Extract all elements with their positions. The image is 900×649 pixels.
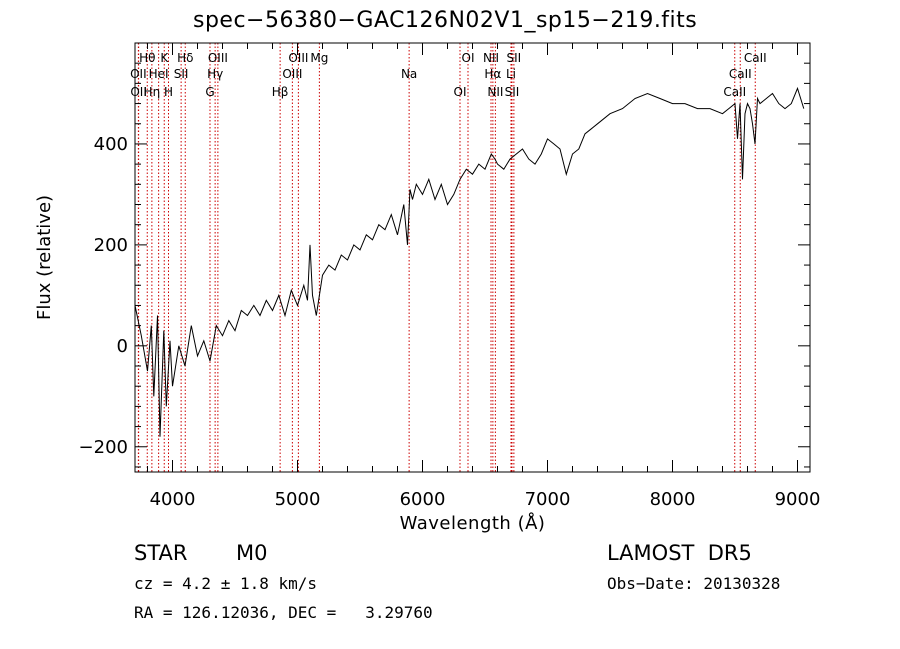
spectral-line-label: OI bbox=[462, 51, 475, 65]
object-subclass: M0 bbox=[236, 541, 268, 565]
x-tick-label: 7000 bbox=[525, 489, 571, 510]
spectral-line-label: CaII bbox=[744, 51, 767, 65]
spectral-line-label: Li bbox=[506, 67, 516, 81]
spectral-line-label: G bbox=[205, 85, 214, 99]
y-tick-label: −200 bbox=[79, 437, 128, 458]
survey-name: LAMOST DR5 bbox=[607, 541, 752, 565]
spectral-line-label: CaII bbox=[723, 85, 746, 99]
x-tick-label: 9000 bbox=[775, 489, 821, 510]
object-type: STAR bbox=[134, 541, 188, 565]
spectral-line-label: NII bbox=[487, 85, 503, 99]
spectral-line-label: Hη bbox=[144, 85, 161, 99]
spectral-line-label: K bbox=[160, 51, 169, 65]
chart-title: spec−56380−GAC126N02V1_sp15−219.fits bbox=[193, 8, 698, 33]
y-tick-label: 0 bbox=[117, 336, 128, 357]
spectral-line-label: Hα bbox=[484, 67, 501, 81]
redshift-cz: cz = 4.2 ± 1.8 km/s bbox=[134, 574, 318, 593]
spectral-line-label: SII bbox=[174, 67, 189, 81]
spectral-line-label: OIII bbox=[288, 51, 308, 65]
spectral-line-label: OII bbox=[130, 85, 147, 99]
x-tick-label: 6000 bbox=[400, 489, 446, 510]
spectral-line-label: Hβ bbox=[272, 85, 289, 99]
x-tick-label: 4000 bbox=[150, 489, 196, 510]
x-tick-label: 8000 bbox=[650, 489, 696, 510]
spectral-line-label: HeI bbox=[149, 67, 169, 81]
spectrum-series-0 bbox=[134, 86, 805, 437]
spectral-line-label: OIII bbox=[208, 51, 228, 65]
spectral-line-label: OIII bbox=[282, 67, 302, 81]
coordinates: RA = 126.12036, DEC = 3.29760 bbox=[134, 603, 433, 622]
spectral-line-label: Hθ bbox=[139, 51, 155, 65]
spectral-line-label: H bbox=[164, 85, 173, 99]
spectral-line-label: OI bbox=[454, 85, 467, 99]
observation-date: Obs−Date: 20130328 bbox=[607, 574, 781, 593]
x-tick-label: 5000 bbox=[275, 489, 321, 510]
y-tick-label: 200 bbox=[94, 235, 128, 256]
x-axis-label: Wavelength (Å) bbox=[400, 512, 546, 534]
spectral-line-label: SII bbox=[507, 51, 522, 65]
spectral-line-label: Hδ bbox=[177, 51, 193, 65]
spectral-line-label: Mg bbox=[310, 51, 328, 65]
spectral-line-label: CaII bbox=[729, 67, 752, 81]
plot-frame bbox=[134, 42, 811, 473]
y-axis-label: Flux (relative) bbox=[34, 195, 55, 320]
spectral-line-label: Na bbox=[401, 67, 417, 81]
y-tick-label: 400 bbox=[94, 134, 128, 155]
spectral-line-label: Hγ bbox=[207, 67, 223, 81]
spectral-line-label: SII bbox=[505, 85, 520, 99]
spectral-line-label: OII bbox=[130, 67, 147, 81]
spectral-line-label: NII bbox=[483, 51, 499, 65]
